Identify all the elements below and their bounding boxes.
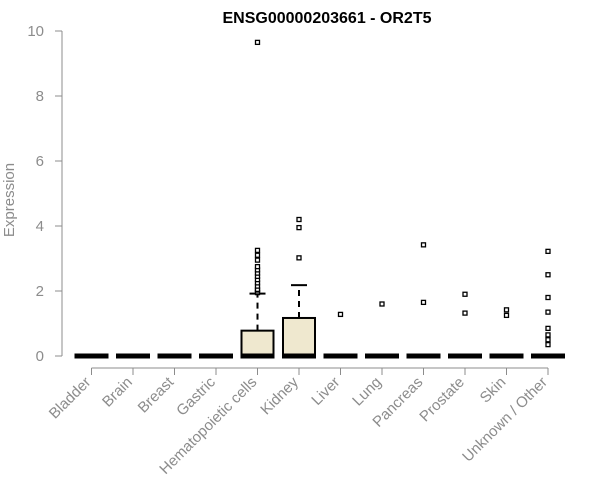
x-tick-label: Lung [349, 374, 385, 410]
chart-title: ENSG00000203661 - OR2T5 [222, 10, 431, 27]
x-tick-label: Breast [135, 373, 178, 416]
outlier-point [462, 291, 468, 297]
outlier-point [254, 247, 261, 254]
outlier-point [254, 257, 261, 263]
y-tick-label: 0 [36, 348, 44, 365]
y-tick-label: 10 [27, 23, 44, 40]
outlier-point [545, 332, 551, 338]
outlier-point [462, 310, 468, 316]
y-tick-label: 4 [36, 218, 44, 235]
outlier-point [254, 252, 261, 258]
outlier-point [545, 337, 551, 343]
box-rect [282, 316, 316, 358]
box-7 [365, 301, 399, 359]
box-10 [489, 307, 524, 359]
outlier-point [254, 263, 261, 270]
box-5 [282, 216, 316, 359]
x-tick-label: Liver [308, 374, 343, 409]
outlier-point [503, 307, 510, 313]
y-tick-label: 6 [36, 153, 44, 170]
outlier-point [545, 341, 551, 348]
outlier-point [545, 325, 551, 332]
y-axis-label: Expression [1, 163, 18, 237]
box-8 [406, 242, 441, 359]
outlier-point [545, 294, 551, 301]
outlier-point [503, 312, 510, 319]
outlier-point [545, 248, 551, 255]
outlier-point [420, 299, 427, 306]
box-4 [240, 39, 275, 359]
outlier-point [379, 301, 385, 307]
box-rect [240, 329, 275, 357]
x-tick-label: Prostate [416, 374, 468, 426]
box-6 [323, 311, 358, 359]
box-plots [74, 39, 565, 359]
y-tick-label: 2 [36, 283, 44, 300]
box-11 [531, 248, 565, 359]
outlier-point [420, 242, 427, 248]
box-9 [448, 291, 482, 359]
outlier-point [296, 216, 302, 223]
outlier-point [545, 272, 551, 278]
outlier-point [296, 224, 302, 231]
y-axis: 0 2 4 6 8 10 [27, 23, 63, 365]
outlier-point [545, 309, 551, 315]
outlier-point [296, 255, 302, 261]
x-tick-label: Kidney [257, 373, 302, 418]
y-tick-label: 8 [36, 88, 44, 105]
x-tick-label: Brain [99, 374, 136, 411]
x-tick-label: Bladder [46, 374, 95, 423]
x-tick-label: Skin [477, 374, 510, 407]
outlier-point [337, 311, 344, 318]
outlier-point [254, 39, 261, 46]
